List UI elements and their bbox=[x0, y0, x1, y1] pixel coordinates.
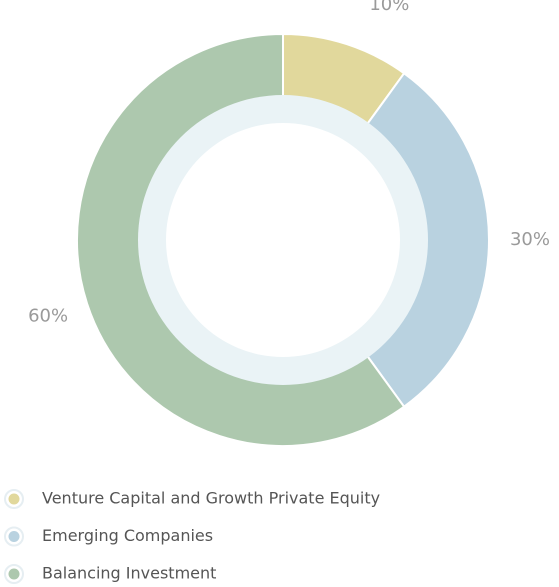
slice-label: 60% bbox=[28, 305, 68, 326]
donut-hole bbox=[166, 123, 400, 357]
legend-marker bbox=[8, 568, 20, 580]
legend-marker bbox=[8, 531, 20, 542]
legend-label: Venture Capital and Growth Private Equit… bbox=[42, 489, 380, 508]
legend-label: Emerging Companies bbox=[42, 526, 213, 545]
slice-label: 30% bbox=[510, 229, 550, 250]
legend-label: Balancing Investment bbox=[42, 564, 216, 583]
slice-label: 10% bbox=[369, 0, 409, 15]
legend-marker bbox=[8, 493, 20, 505]
